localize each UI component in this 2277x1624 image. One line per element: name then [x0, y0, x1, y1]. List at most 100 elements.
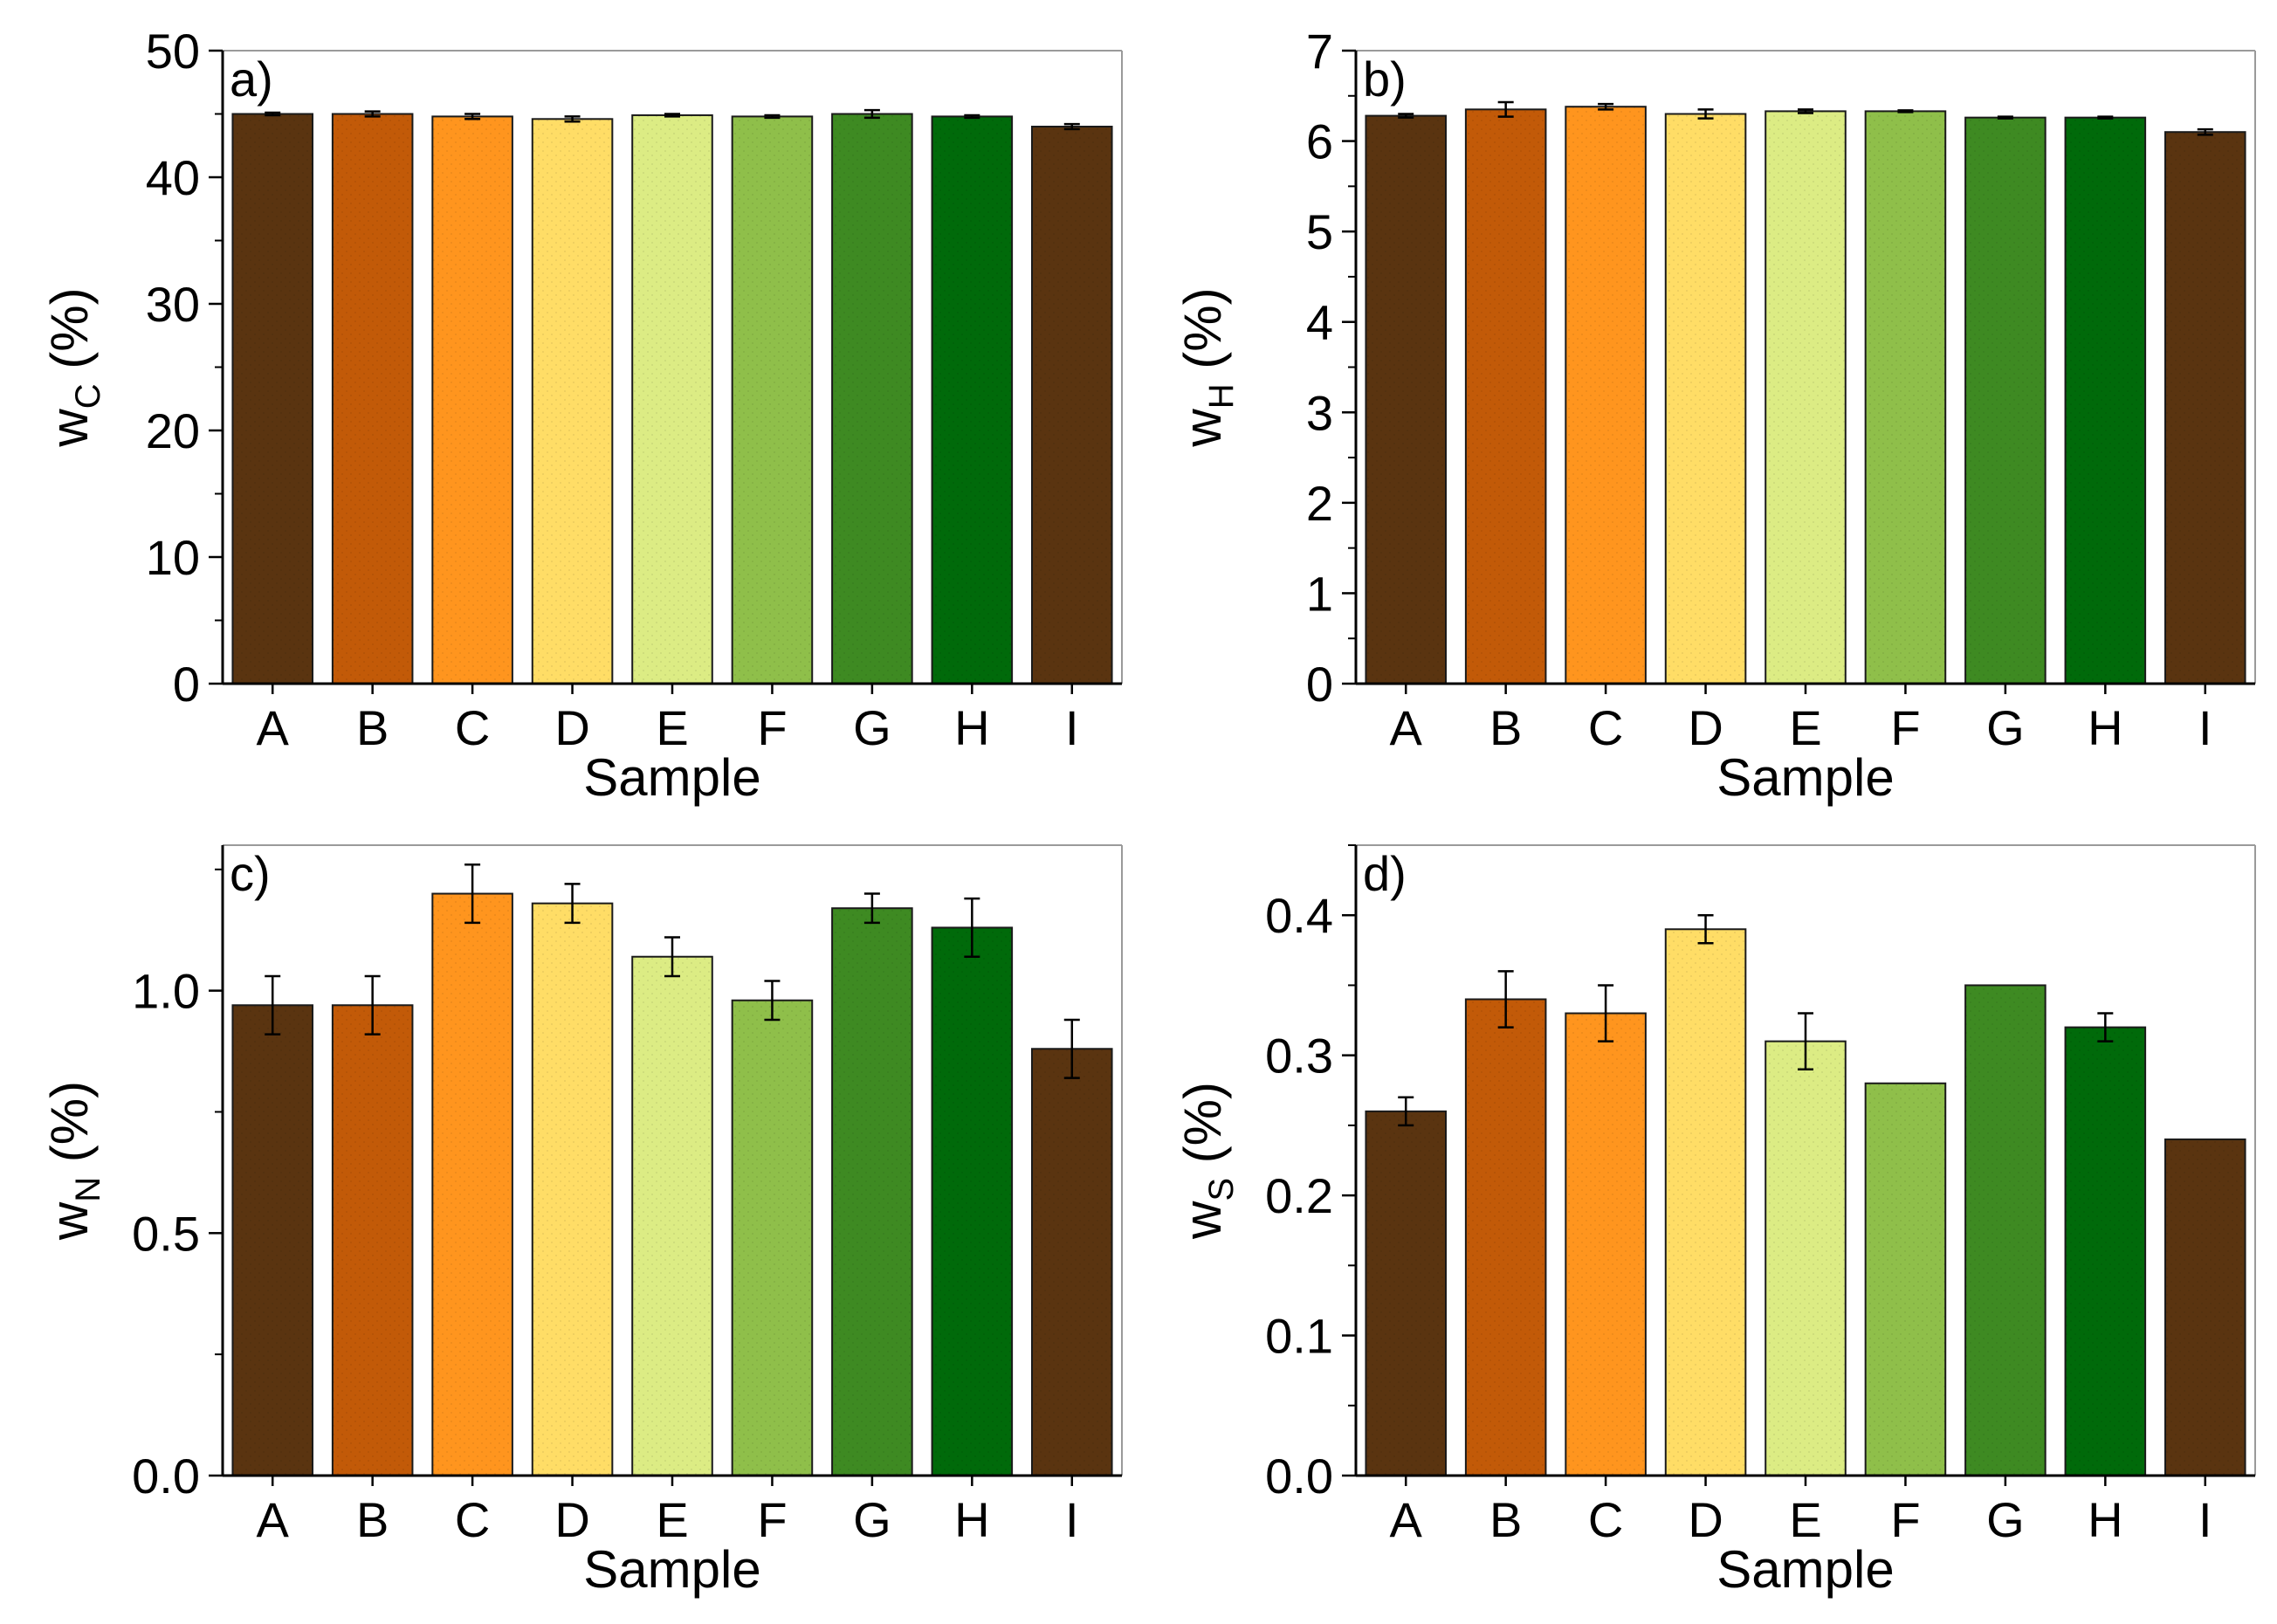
bar-texture-G — [1965, 117, 2046, 685]
error-bar-A — [265, 974, 281, 1036]
x-tick-label: C — [1588, 1492, 1623, 1547]
bar-texture-H — [932, 927, 1013, 1476]
error-bar-B — [1497, 970, 1514, 1029]
error-bar-G — [1997, 115, 2013, 120]
panel-label: b) — [1363, 52, 1407, 107]
error-bar-A — [1398, 1096, 1414, 1127]
y-axis-title-unit: (%) — [1173, 1082, 1232, 1178]
x-tick-label: D — [1688, 1492, 1723, 1547]
bar-texture-D — [1665, 929, 1746, 1476]
y-tick-label: 0 — [1306, 657, 1333, 712]
error-bar-H — [964, 114, 980, 120]
x-tick-label: C — [1588, 700, 1623, 755]
y-tick-label: 50 — [146, 24, 200, 79]
x-tick-label: E — [1789, 700, 1821, 755]
error-bar-D — [1697, 913, 1714, 945]
x-tick-label: E — [1789, 1492, 1821, 1547]
y-tick-label: 10 — [146, 530, 200, 585]
error-bar-B — [364, 974, 381, 1036]
bar-texture-C — [432, 116, 512, 684]
y-axis-title-unit: (%) — [1173, 287, 1232, 383]
y-axis-title: wH (%) — [1173, 287, 1241, 447]
y-tick-label: 0.1 — [1265, 1309, 1333, 1364]
error-bar-C — [1598, 102, 1614, 111]
error-bar-C — [464, 113, 481, 120]
y-tick-label: 7 — [1306, 24, 1333, 79]
error-bar-H — [964, 897, 980, 958]
x-axis-title: Sample — [583, 748, 760, 807]
bar-texture-F — [1865, 111, 1946, 684]
bar-texture-E — [632, 956, 712, 1476]
error-bar-H — [2097, 115, 2114, 120]
x-tick-label: F — [757, 700, 787, 755]
error-bar-C — [1598, 984, 1614, 1043]
bar-texture-E — [1765, 1041, 1846, 1476]
bar-texture-A — [232, 1005, 313, 1476]
error-bar-D — [564, 883, 581, 925]
x-tick-label: H — [2088, 700, 2122, 755]
x-tick-label: I — [1065, 1492, 1079, 1547]
error-bar-E — [1798, 1012, 1813, 1070]
y-axis-title-base: w — [1173, 409, 1232, 448]
error-bar-F — [764, 980, 781, 1022]
error-bar-I — [1063, 1018, 1080, 1079]
error-bar-E — [664, 936, 680, 978]
x-tick-label: E — [656, 1492, 688, 1547]
panel-label: c) — [230, 846, 271, 901]
error-bar-H — [2097, 1012, 2114, 1043]
y-axis-title: wS (%) — [1173, 1082, 1241, 1240]
x-tick-label: G — [853, 1492, 891, 1547]
bar-texture-B — [332, 114, 413, 684]
bar-texture-A — [232, 114, 313, 684]
error-bar-B — [1497, 100, 1514, 118]
y-tick-label: 0.5 — [132, 1206, 200, 1261]
y-tick-label: 4 — [1306, 295, 1333, 350]
y-axis-title: wN (%) — [40, 1081, 107, 1241]
y-axis-title-subscript: H — [1202, 383, 1241, 409]
x-tick-label: A — [257, 700, 290, 755]
chart-panel-3: A B C D E F G H I 0.0 0.5 1.0 Sample wN (%) c) — [40, 844, 1123, 1599]
y-axis-title-subscript: S — [1202, 1178, 1241, 1201]
y-axis-title-unit: (%) — [40, 287, 99, 383]
y-tick-label: 0.3 — [1265, 1029, 1333, 1084]
y-axis-title-base: w — [40, 1201, 99, 1241]
y-axis-title: wC (%) — [40, 287, 107, 447]
x-tick-label: G — [1986, 700, 2025, 755]
bar-texture-A — [1366, 1111, 1446, 1476]
y-tick-label: 0.2 — [1265, 1168, 1333, 1223]
bar-texture-E — [1765, 111, 1846, 684]
bar-texture-I — [2165, 1139, 2246, 1476]
panel-label: a) — [230, 52, 273, 107]
bar-texture-D — [532, 903, 613, 1476]
y-tick-label: 1 — [1306, 566, 1333, 621]
x-tick-label: H — [2088, 1492, 2122, 1547]
y-tick-label: 3 — [1306, 385, 1333, 440]
error-bar-I — [1063, 122, 1080, 131]
y-tick-label: 0.4 — [1265, 888, 1333, 943]
x-tick-label: B — [356, 700, 389, 755]
x-tick-label: I — [1065, 700, 1079, 755]
bar-texture-F — [732, 1000, 813, 1476]
bar-texture-H — [2065, 1027, 2146, 1476]
panel-label: d) — [1363, 846, 1407, 901]
x-tick-label: D — [554, 700, 589, 755]
bar-texture-B — [332, 1005, 413, 1476]
x-tick-label: H — [954, 1492, 989, 1547]
x-tick-label: D — [1688, 700, 1723, 755]
x-tick-label: H — [954, 700, 989, 755]
y-tick-label: 2 — [1306, 476, 1333, 531]
error-bar-F — [764, 114, 781, 120]
bar-texture-C — [1565, 107, 1646, 684]
y-axis-title-base: w — [40, 409, 99, 448]
x-axis-title: Sample — [1716, 748, 1894, 807]
x-tick-label: F — [1890, 700, 1920, 755]
error-bar-A — [265, 111, 281, 117]
error-bar-B — [364, 110, 381, 118]
y-tick-label: 5 — [1306, 204, 1333, 259]
y-tick-label: 6 — [1306, 114, 1333, 169]
x-tick-label: D — [554, 1492, 589, 1547]
x-tick-label: B — [356, 1492, 389, 1547]
y-tick-label: 40 — [146, 150, 200, 205]
